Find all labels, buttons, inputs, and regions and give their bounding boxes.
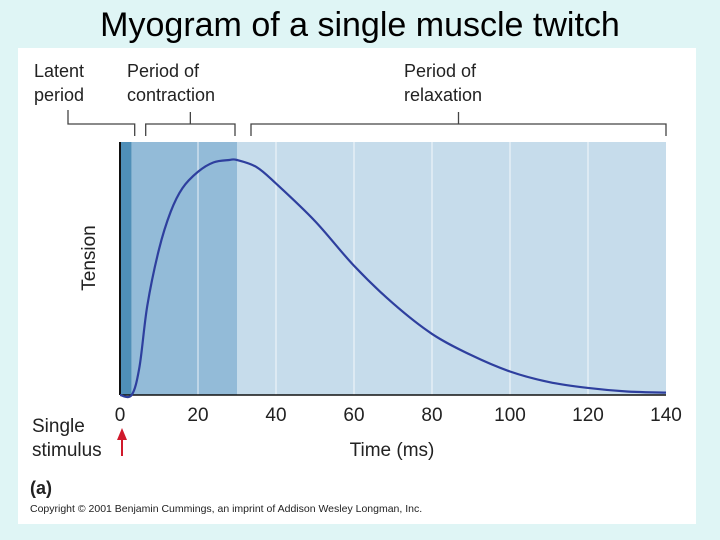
stimulus-label-line1: Single (32, 416, 85, 437)
x-tick-100: 100 (494, 405, 526, 426)
phase-band-2 (237, 142, 666, 395)
stimulus-label-line2: stimulus (32, 440, 102, 461)
slide-title: Myogram of a single muscle twitch (100, 6, 620, 44)
copyright-text: Copyright © 2001 Benjamin Cummings, an i… (30, 503, 422, 515)
stimulus-arrow-head (117, 428, 127, 440)
x-tick-140: 140 (650, 405, 682, 426)
x-tick-40: 40 (265, 405, 286, 426)
phase-bracket-2 (250, 112, 667, 136)
phase-band-1 (131, 142, 237, 395)
phase-band-0 (120, 142, 132, 395)
x-tick-80: 80 (421, 405, 442, 426)
phase-label-1-line1: Period of (127, 61, 200, 81)
x-tick-0: 0 (115, 405, 126, 426)
phase-bracket-1 (145, 112, 236, 136)
tension-curve (119, 158, 667, 399)
x-axis-title: Time (ms) (350, 440, 435, 461)
panel-label: (a) (30, 478, 52, 498)
phase-label-2-line2: relaxation (404, 85, 482, 105)
phase-label-0-line1: Latent (34, 61, 84, 81)
phase-label-0-line2: period (34, 85, 84, 105)
phase-bracket-0 (67, 110, 136, 136)
phase-label-2-line1: Period of (404, 61, 477, 81)
phase-label-1-line2: contraction (127, 85, 215, 105)
x-tick-60: 60 (343, 405, 364, 426)
x-tick-120: 120 (572, 405, 604, 426)
x-tick-20: 20 (187, 405, 208, 426)
y-axis-title: Tension (79, 225, 100, 291)
